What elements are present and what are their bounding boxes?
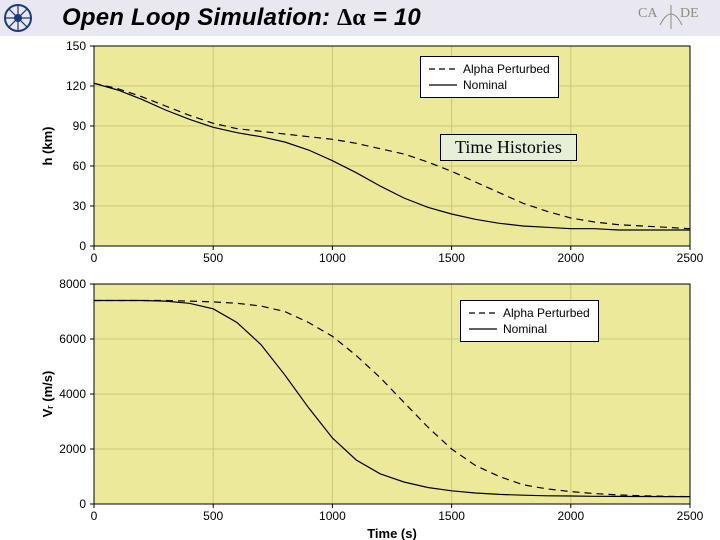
legend-top: Alpha Perturbed Nominal bbox=[420, 56, 559, 98]
figure-svg: 030609012015005001000150020002500h (km)0… bbox=[40, 36, 720, 540]
legend-row: Alpha Perturbed bbox=[429, 61, 550, 77]
xtick-label: 2500 bbox=[677, 251, 704, 265]
title-delta: Δα bbox=[337, 5, 366, 31]
xtick-label: 500 bbox=[203, 509, 223, 523]
ytick-label: 0 bbox=[79, 497, 86, 511]
legend-swatch bbox=[429, 63, 457, 75]
legend-label: Alpha Perturbed bbox=[503, 306, 590, 320]
xtick-label: 2000 bbox=[557, 251, 584, 265]
badge-right: DE bbox=[680, 6, 699, 21]
y-axis-label: Vᵣ (m/s) bbox=[40, 371, 55, 418]
xtick-label: 2000 bbox=[557, 509, 584, 523]
xtick-label: 1000 bbox=[319, 251, 346, 265]
legend-label: Nominal bbox=[503, 322, 547, 336]
header-bar: Open Loop Simulation: Δα = 10 CA DE bbox=[0, 0, 720, 36]
ytick-label: 60 bbox=[73, 159, 87, 173]
legend-bottom: Alpha Perturbed Nominal bbox=[460, 300, 599, 342]
xtick-label: 0 bbox=[91, 251, 98, 265]
xtick-label: 1000 bbox=[319, 509, 346, 523]
xtick-label: 1500 bbox=[438, 509, 465, 523]
legend-label: Alpha Perturbed bbox=[463, 62, 550, 76]
legend-row: Alpha Perturbed bbox=[469, 305, 590, 321]
xtick-label: 0 bbox=[91, 509, 98, 523]
ytick-label: 150 bbox=[66, 39, 86, 53]
badge-left: CA bbox=[638, 6, 658, 21]
y-axis-label: h (km) bbox=[40, 127, 55, 166]
ytick-label: 4000 bbox=[59, 387, 86, 401]
legend-swatch bbox=[429, 79, 457, 91]
page-title: Open Loop Simulation: Δα = 10 bbox=[62, 4, 421, 32]
ytick-label: 6000 bbox=[59, 332, 86, 346]
xtick-label: 2500 bbox=[677, 509, 704, 523]
time-histories-annotation: Time Histories bbox=[440, 134, 577, 161]
cade-badge: CA DE bbox=[632, 2, 710, 32]
x-axis-label: Time (s) bbox=[367, 526, 417, 540]
chart-area: 030609012015005001000150020002500h (km)0… bbox=[40, 36, 720, 540]
legend-row: Nominal bbox=[429, 77, 550, 93]
title-suffix: = 10 bbox=[366, 4, 421, 31]
xtick-label: 500 bbox=[203, 251, 223, 265]
title-prefix: Open Loop Simulation: bbox=[62, 4, 337, 31]
legend-row: Nominal bbox=[469, 321, 590, 337]
ytick-label: 30 bbox=[73, 199, 87, 213]
iitb-logo bbox=[0, 0, 36, 36]
legend-swatch bbox=[469, 323, 497, 335]
ytick-label: 120 bbox=[66, 79, 86, 93]
annotation-text: Time Histories bbox=[455, 137, 562, 157]
legend-swatch bbox=[469, 307, 497, 319]
ytick-label: 8000 bbox=[59, 277, 86, 291]
legend-label: Nominal bbox=[463, 78, 507, 92]
ytick-label: 90 bbox=[73, 119, 87, 133]
xtick-label: 1500 bbox=[438, 251, 465, 265]
ytick-label: 2000 bbox=[59, 442, 86, 456]
ytick-label: 0 bbox=[79, 239, 86, 253]
